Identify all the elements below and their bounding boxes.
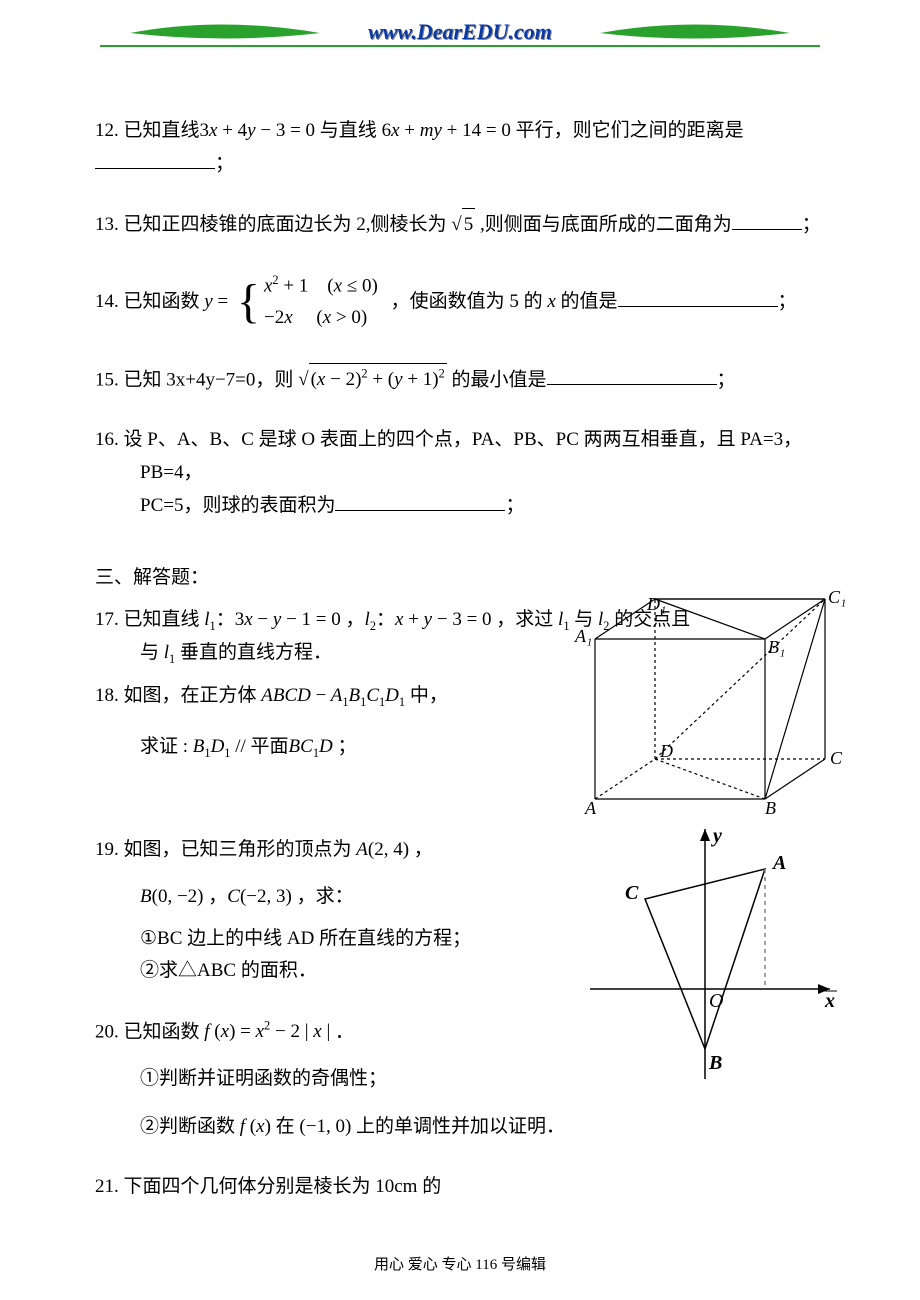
problem-20: 20. 已知函数 f (x) = x2 − 2 | x | ． ①判断并证明函数… xyxy=(95,1016,825,1143)
blank-12 xyxy=(95,147,215,169)
content-area: 12. 已知直线3x + 4y − 3 = 0 与直线 6x + my + 14… xyxy=(0,115,920,1203)
tri-label-x: x xyxy=(824,990,835,1012)
p13-tail: ； xyxy=(802,214,821,235)
p20-text-a: 20. 已知函数 f (x) = x2 − 2 | x | ． xyxy=(95,1016,825,1049)
header-url: www.DearEDU.com xyxy=(368,19,552,44)
p18-text-a: 18. 如图，在正方体 ABCD − A1B1C1D1 中， xyxy=(95,680,825,713)
cube-label-C1: C₁ xyxy=(828,589,845,607)
cube-label-A: A xyxy=(584,798,597,818)
p16-text-b: PB=4， xyxy=(95,457,825,489)
blank-15 xyxy=(547,363,717,385)
p14-y-equals: y = xyxy=(204,291,228,312)
cube-label-B: B xyxy=(765,798,776,818)
p13-text: 13. 已知正四棱锥的底面边长为 2,侧棱长为 5 ,则侧面与底面所成的二面角为 xyxy=(95,214,732,235)
header-banner-svg: www.DearEDU.com www.DearEDU.com xyxy=(0,10,920,55)
p15-sqrt: (x − 2)2 + (y + 1)2 xyxy=(298,363,447,397)
p14-text-b: ，使函数值为 5 的 x 的值是 xyxy=(391,291,618,312)
cube-label-B1: B₁ xyxy=(768,637,785,657)
tri-label-C: C xyxy=(625,882,639,904)
blank-13 xyxy=(732,209,802,231)
blank-14 xyxy=(618,285,778,307)
page-footer: 用心 爱心 专心 116 号编辑 xyxy=(0,1253,920,1294)
p12-tail: ； xyxy=(215,153,234,174)
p21-text: 21. 下面四个几何体分别是棱长为 10cm 的 xyxy=(95,1176,441,1197)
tri-label-O: O xyxy=(709,990,723,1012)
problem-18: 18. 如图，在正方体 ABCD − A1B1C1D1 中， 求证 : B1D1… xyxy=(95,680,825,764)
cube-label-A1: A₁ xyxy=(574,626,592,646)
p20-text-c: ②判断函数 f (x) 在 (−1, 0) 上的单调性并加以证明． xyxy=(95,1111,825,1143)
p12-text: 12. 已知直线3x + 4y − 3 = 0 与直线 6x + my + 14… xyxy=(95,120,744,141)
problem-12: 12. 已知直线3x + 4y − 3 = 0 与直线 6x + my + 14… xyxy=(95,115,825,180)
p14-tail: ； xyxy=(778,291,797,312)
p15-text-a: 15. 已知 3x+4y−7=0，则 xyxy=(95,369,298,390)
p20-text-b: ①判断并证明函数的奇偶性； xyxy=(95,1063,825,1095)
blank-16 xyxy=(335,489,505,511)
problem-16: 16. 设 P、A、B、C 是球 O 表面上的四个点，PA、PB、PC 两两互相… xyxy=(95,424,825,522)
p16-tail: ； xyxy=(505,495,524,516)
tri-label-y: y xyxy=(711,825,722,847)
problem-21: 21. 下面四个几何体分别是棱长为 10cm 的 xyxy=(95,1171,825,1203)
problem-13: 13. 已知正四棱锥的底面边长为 2,侧棱长为 5 ,则侧面与底面所成的二面角为… xyxy=(95,208,825,241)
p14-text-a: 14. 已知函数 xyxy=(95,291,204,312)
problem-19: 19. 如图，已知三角形的顶点为 A(2, 4) ， B(0, −2) ，C(−… xyxy=(95,834,825,988)
p14-piecewise: { x2 + 1 (x ≤ 0) −2x (x > 0) xyxy=(237,270,382,335)
p15-tail: ； xyxy=(717,369,736,390)
p16-text-c-wrap: PC=5，则球的表面积为 ； xyxy=(95,489,825,522)
cube-label-C: C xyxy=(830,748,843,768)
cube-label-D1: D₁ xyxy=(646,594,666,614)
tri-label-A: A xyxy=(771,852,786,874)
problem-15: 15. 已知 3x+4y−7=0，则 (x − 2)2 + (y + 1)2 的… xyxy=(95,363,825,397)
problem-17: 17. 已知直线 l1：3x − y − 1 = 0 ，l2：x + y − 3… xyxy=(95,604,825,670)
site-header: www.DearEDU.com www.DearEDU.com xyxy=(0,10,920,55)
p18-text-b: 求证 : B1D1 // 平面BC1D ； xyxy=(95,731,825,764)
problem-14: 14. 已知函数 y = { x2 + 1 (x ≤ 0) −2x (x > 0… xyxy=(95,270,825,335)
p16-text-a: 16. 设 P、A、B、C 是球 O 表面上的四个点，PA、PB、PC 两两互相… xyxy=(95,424,825,456)
p15-text-b: 的最小值是 xyxy=(452,369,547,390)
p16-text-c: PC=5，则球的表面积为 xyxy=(140,495,335,516)
